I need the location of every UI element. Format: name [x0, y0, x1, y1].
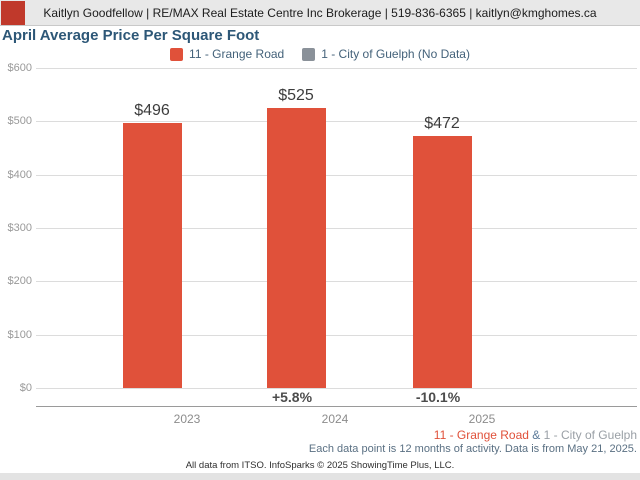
gridline: [36, 68, 637, 69]
footer-primary-series-label: 11 - Grange Road: [433, 428, 529, 442]
x-axis-label: 2025: [468, 412, 496, 426]
gridline: [36, 281, 637, 282]
bar-2024[interactable]: [266, 108, 326, 388]
y-axis-label: $100: [7, 329, 32, 341]
header-bar: Kaitlyn Goodfellow | RE/MAX Real Estate …: [0, 0, 640, 26]
chart-legend: 11 - Grange Road 1 - City of Guelph (No D…: [0, 46, 640, 62]
bottom-bar: [0, 473, 640, 480]
bar-value-label: $525: [278, 87, 314, 104]
chart-title: April Average Price Per Square Foot: [2, 27, 260, 44]
legend-swatch-icon: [302, 47, 316, 61]
pct-change-label: +5.8%: [271, 389, 313, 405]
legend-item-city-of-guelph[interactable]: 1 - City of Guelph (No Data): [302, 47, 470, 61]
y-axis-label: $600: [7, 62, 32, 74]
y-axis-label: $500: [7, 115, 32, 127]
bar-value-label: $472: [424, 115, 460, 132]
legend-label: 11 - Grange Road: [189, 47, 285, 61]
x-axis-label: 2023: [173, 412, 201, 426]
data-note: Each data point is 12 months of activity…: [308, 443, 637, 455]
copyright-line: All data from ITSO. InfoSparks © 2025 Sh…: [185, 460, 455, 471]
footer-series-line: 11 - Grange Road & 1 - City of Guelph: [434, 428, 637, 442]
y-axis-label: $200: [7, 275, 32, 287]
gridline: [36, 335, 637, 336]
gridline: [36, 121, 637, 122]
y-axis-label: $300: [7, 222, 32, 234]
gridline: [36, 388, 637, 389]
brand-logo: [1, 1, 25, 25]
y-axis-label: $0: [19, 382, 32, 394]
legend-label: 1 - City of Guelph (No Data): [321, 47, 470, 61]
bar-2023[interactable]: [122, 123, 182, 388]
x-axis-line: [36, 406, 637, 407]
bar-value-label: $496: [134, 102, 170, 119]
legend-swatch-icon: [170, 47, 184, 61]
gridline: [36, 175, 637, 176]
agent-contact-info: Kaitlyn Goodfellow | RE/MAX Real Estate …: [43, 5, 597, 20]
pct-change-label: -10.1%: [415, 389, 461, 405]
legend-item-grange-road[interactable]: 11 - Grange Road: [170, 47, 284, 61]
x-axis-label: 2024: [321, 412, 349, 426]
footer-separator: &: [528, 428, 544, 442]
bar-2025[interactable]: [412, 136, 472, 388]
gridline: [36, 228, 637, 229]
y-axis-label: $400: [7, 169, 32, 181]
footer-secondary-series-label: 1 - City of Guelph: [543, 428, 637, 442]
